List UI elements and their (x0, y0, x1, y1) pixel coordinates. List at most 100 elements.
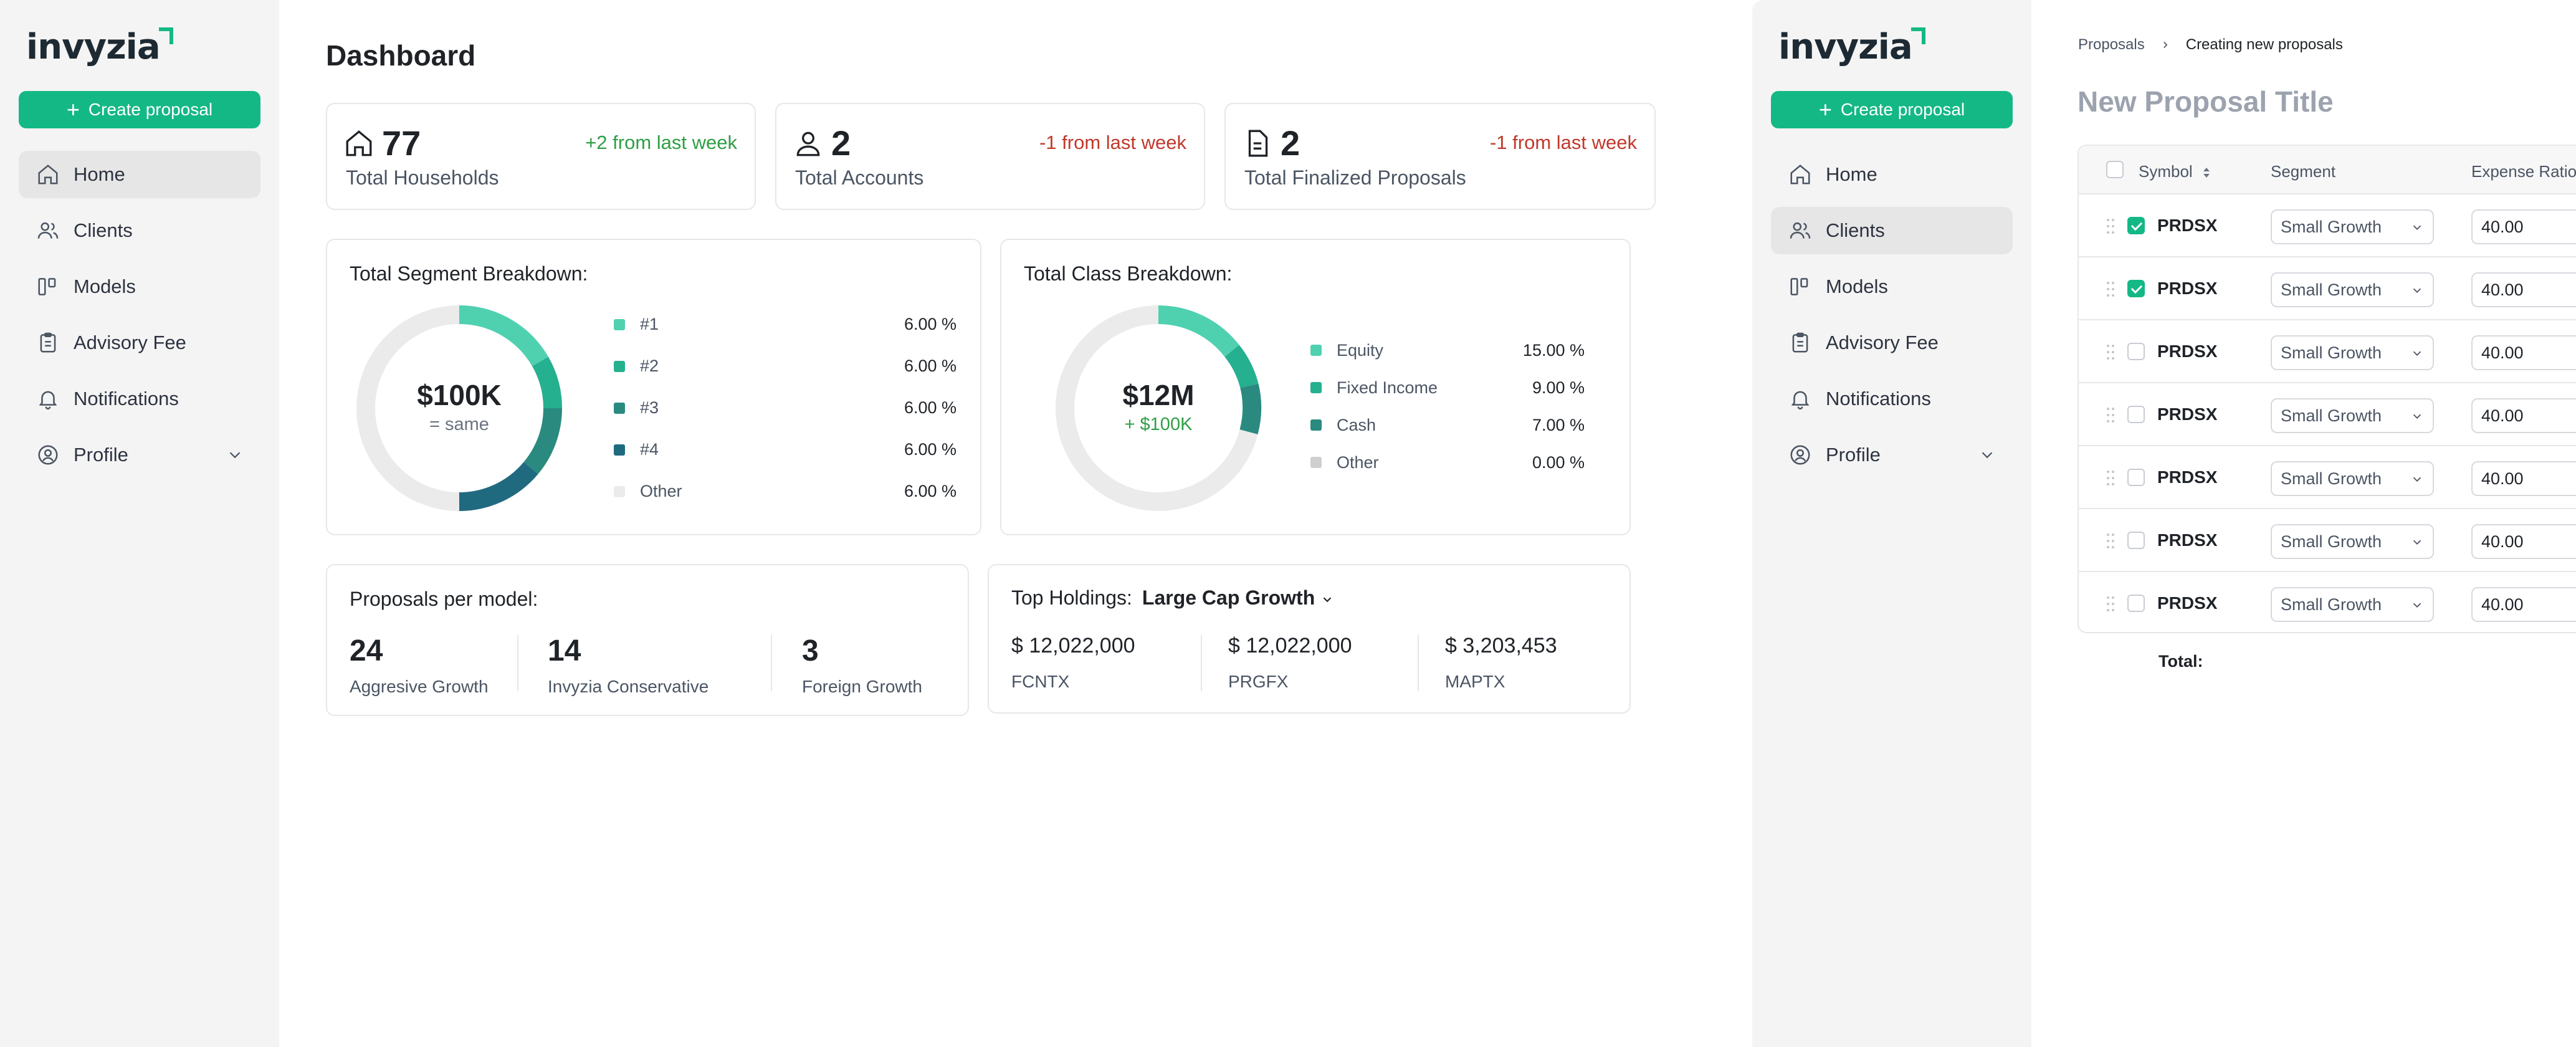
users-icon (1790, 222, 1811, 239)
chevron-down-icon[interactable] (1978, 446, 1996, 464)
drag-handle-icon[interactable] (2106, 470, 2115, 486)
divider (1418, 635, 1419, 691)
segment-select[interactable]: Small Growth (2271, 524, 2434, 559)
sidebar-item-advisory-fee[interactable]: Advisory Fee (19, 319, 260, 366)
legend-value: 6.00 % (904, 315, 956, 333)
legend-value: 9.00 % (1532, 378, 1585, 397)
home-icon (1790, 165, 1810, 184)
expense-ratio-input[interactable]: 40.00 (2471, 587, 2576, 622)
sidebar-item-home[interactable]: Home (1771, 151, 2013, 198)
column-header-symbol[interactable]: Symbol (2139, 162, 2212, 181)
bell-icon (39, 391, 57, 410)
column-header-segment[interactable]: Segment (2271, 162, 2336, 181)
expense-ratio-input[interactable]: 40.00 (2471, 209, 2576, 244)
row-checkbox[interactable] (2127, 406, 2145, 423)
expense-ratio-input[interactable]: 40.00 (2471, 335, 2576, 370)
sidebar-item-profile[interactable]: Profile (19, 431, 260, 479)
row-checkbox[interactable] (2127, 343, 2145, 360)
sidebar-item-label: Clients (74, 219, 133, 241)
legend-item: #2 6.00 % (614, 345, 956, 387)
column-header-expense[interactable]: Expense Ratio (2471, 162, 2576, 181)
sidebar-item-label: Advisory Fee (74, 332, 186, 353)
sidebar-item-profile[interactable]: Profile (1771, 431, 2013, 479)
segment-breakdown-card: Total Segment Breakdown: $100K = same #1… (326, 239, 981, 535)
stat-value: 2 (831, 123, 851, 163)
sidebar-item-notifications[interactable]: Notifications (1771, 375, 2013, 423)
plus-icon: + (1818, 97, 1832, 122)
drag-handle-icon[interactable] (2106, 533, 2115, 549)
drag-handle-icon[interactable] (2106, 407, 2115, 423)
sidebar-secondary: invyzia + Create proposal Home Clients M… (1752, 0, 2031, 1047)
segment-select-value: Small Growth (2281, 406, 2382, 425)
segment-select[interactable]: Small Growth (2271, 398, 2434, 433)
profile-icon (1790, 445, 1810, 465)
proposal-title-input[interactable]: New Proposal Title (2077, 85, 2334, 118)
segment-select[interactable]: Small Growth (2271, 209, 2434, 244)
row-symbol: PRDSX (2157, 216, 2218, 235)
sidebar-item-models[interactable]: Models (19, 263, 260, 310)
stat-label: Total Households (346, 166, 499, 189)
holding-value: $ 3,203,453 (1445, 634, 1557, 657)
clipboard-icon (1792, 332, 1808, 353)
row-checkbox[interactable] (2127, 469, 2145, 486)
segment-select[interactable]: Small Growth (2271, 461, 2434, 496)
drag-handle-icon[interactable] (2106, 596, 2115, 612)
segment-select[interactable]: Small Growth (2271, 335, 2434, 370)
brand-logo[interactable]: invyzia (26, 25, 174, 69)
row-symbol: PRDSX (2157, 593, 2218, 613)
column-header-label: Symbol (2139, 162, 2193, 181)
drag-handle-icon[interactable] (2106, 281, 2115, 297)
sidebar-item-advisory-fee[interactable]: Advisory Fee (1771, 319, 2013, 366)
row-checkbox[interactable] (2127, 532, 2145, 549)
donut-segment-cash (1239, 383, 1262, 434)
legend-swatch (1310, 382, 1322, 393)
breadcrumb-current: Creating new proposals (2185, 36, 2343, 53)
drag-handle-icon[interactable] (2106, 344, 2115, 360)
chevron-right-icon (2163, 41, 2168, 49)
row-checkbox[interactable] (2127, 280, 2145, 297)
sidebar-item-home[interactable]: Home (19, 151, 260, 198)
chevron-down-icon[interactable] (226, 446, 244, 464)
users-icon (37, 222, 59, 239)
segment-select-value: Small Growth (2281, 217, 2382, 236)
document-icon (1248, 130, 1268, 157)
proposals-per-model-card: Proposals per model: 24 Aggresive Growth… (326, 564, 969, 716)
legend-swatch (614, 444, 625, 456)
create-proposal-button[interactable]: + Create proposal (1771, 91, 2013, 128)
segment-select[interactable]: Small Growth (2271, 587, 2434, 622)
sidebar: invyzia + Create proposal Home Clients M… (0, 0, 279, 1047)
stat-change: -1 from last week (1039, 131, 1186, 153)
sidebar-item-clients[interactable]: Clients (1771, 207, 2013, 254)
model-select[interactable]: Large Cap Growth (1142, 586, 1334, 610)
row-symbol: PRDSX (2157, 404, 2218, 424)
sidebar-item-models[interactable]: Models (1771, 263, 2013, 310)
logo-text: invyzia (26, 26, 161, 67)
row-checkbox[interactable] (2127, 217, 2145, 234)
expense-ratio-input[interactable]: 40.00 (2471, 461, 2576, 496)
sidebar-item-notifications[interactable]: Notifications (19, 375, 260, 423)
sidebar-item-clients[interactable]: Clients (19, 207, 260, 254)
segment-legend: #1 6.00 % #2 6.00 % #3 6.00 % #4 6.00 % Othe… (614, 304, 956, 512)
breadcrumb-proposals[interactable]: Proposals (2078, 36, 2145, 53)
legend-value: 0.00 % (1532, 452, 1585, 472)
expense-ratio-input[interactable]: 40.00 (2471, 398, 2576, 433)
legend-swatch (614, 485, 625, 497)
brand-logo[interactable]: invyzia (1778, 25, 1926, 69)
legend-item: Cash 7.00 % (1310, 406, 1585, 444)
select-all-checkbox[interactable] (2106, 161, 2124, 178)
chevron-down-icon (2413, 603, 2421, 608)
stat-value: 77 (382, 123, 421, 163)
model-stat: 14 Invyzia Conservative (548, 634, 708, 697)
expense-ratio-input[interactable]: 40.00 (2471, 524, 2576, 559)
donut-segment-4 (459, 462, 538, 511)
segment-select[interactable]: Small Growth (2271, 272, 2434, 307)
expense-ratio-input[interactable]: 40.00 (2471, 272, 2576, 307)
create-proposal-button[interactable]: + Create proposal (19, 91, 260, 128)
row-checkbox[interactable] (2127, 595, 2145, 612)
chevron-down-icon (2413, 351, 2421, 356)
user-icon (796, 131, 820, 156)
legend-value: 6.00 % (904, 482, 956, 500)
donut-center-value: $100K (417, 379, 502, 411)
drag-handle-icon[interactable] (2106, 218, 2115, 234)
table-row: PRDSX Small Growth 40.00 (2079, 572, 2576, 635)
